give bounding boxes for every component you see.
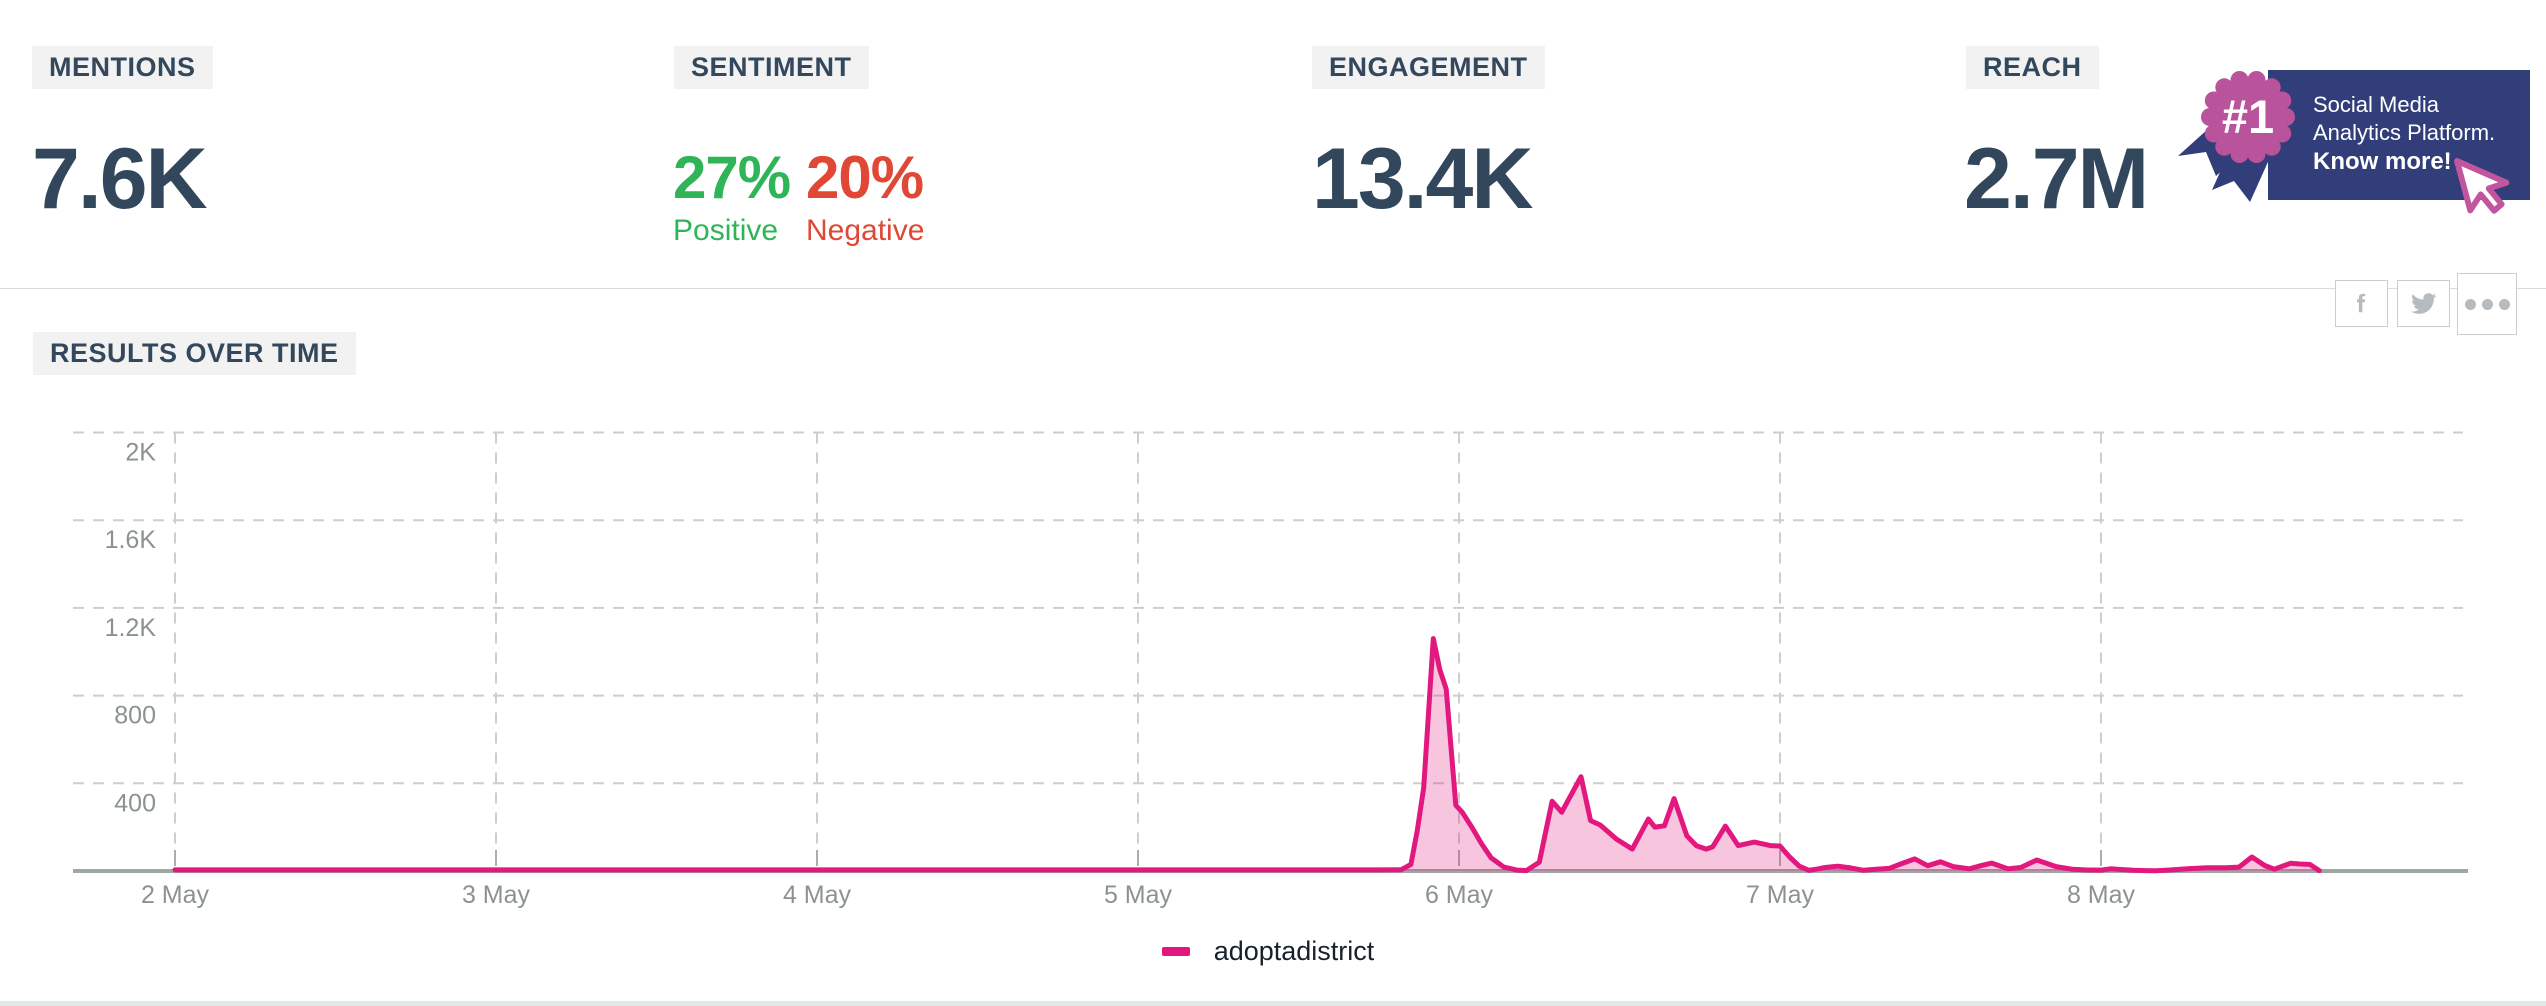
y-axis-tick-label: 400 xyxy=(114,789,156,817)
rank-text: #1 xyxy=(2222,90,2274,143)
x-axis-tick-label: 4 May xyxy=(783,881,852,909)
y-axis-tick-label: 1.6K xyxy=(105,526,157,554)
results-over-time-chart: 2K 1.6K 1.2K 800 400 2 May 3 May 4 May 5 May 6 Ma… xyxy=(73,431,2468,909)
x-axis-tick-label: 7 May xyxy=(1746,881,1815,909)
share-twitter-button[interactable] xyxy=(2397,280,2450,327)
facebook-icon xyxy=(2356,293,2365,312)
rank-rosette-icon: #1 xyxy=(2201,71,2295,163)
promo-line1: Social Media xyxy=(2313,92,2440,117)
sentiment-negative-label: Negative xyxy=(806,214,925,247)
y-axis-tick-label: 800 xyxy=(114,702,156,730)
x-axis-tick-label: 5 May xyxy=(1104,881,1173,909)
section-divider xyxy=(0,288,2546,289)
legend-series-label[interactable]: adoptadistrict xyxy=(1213,936,1375,966)
ellipsis-icon xyxy=(2464,298,2510,310)
share-more-button[interactable] xyxy=(2457,273,2517,335)
x-axis-tick-label: 2 May xyxy=(141,881,210,909)
x-axis-tick-label: 8 May xyxy=(2067,881,2136,909)
mentions-value: 7.6K xyxy=(32,131,208,227)
promo-badge[interactable]: #1 Social Media Analytics Platform. Know… xyxy=(2160,40,2546,250)
chart-legend: adoptadistrict xyxy=(73,938,2463,965)
x-axis-tick-label: 6 May xyxy=(1425,881,1494,909)
sentiment-negative-value: 20% xyxy=(806,144,924,211)
reach-value: 2.7M xyxy=(1964,131,2149,227)
cursor-icon xyxy=(2454,158,2510,214)
y-axis-tick-label: 1.2K xyxy=(105,614,157,642)
sentiment-positive-label: Positive xyxy=(673,214,779,247)
promo-cta[interactable]: Know more! xyxy=(2313,148,2452,175)
y-axis-tick-label: 2K xyxy=(125,439,156,467)
bottom-strip xyxy=(0,1001,2546,1006)
promo-line2: Analytics Platform. xyxy=(2313,120,2495,145)
results-over-time-title: RESULTS OVER TIME xyxy=(33,332,356,375)
series-line xyxy=(172,636,2322,874)
legend-swatch-icon xyxy=(1161,947,1190,956)
reach-label-chip: REACH xyxy=(1966,46,2099,89)
sentiment-label-chip: SENTIMENT xyxy=(674,46,869,89)
engagement-value: 13.4K xyxy=(1312,131,1533,227)
twitter-icon xyxy=(2410,292,2436,314)
sentiment-positive-value: 27% xyxy=(673,144,791,211)
share-facebook-button[interactable] xyxy=(2335,280,2388,327)
engagement-label-chip: ENGAGEMENT xyxy=(1312,46,1545,89)
x-axis-tick-label: 3 May xyxy=(462,881,531,909)
mentions-label-chip: MENTIONS xyxy=(32,46,213,89)
